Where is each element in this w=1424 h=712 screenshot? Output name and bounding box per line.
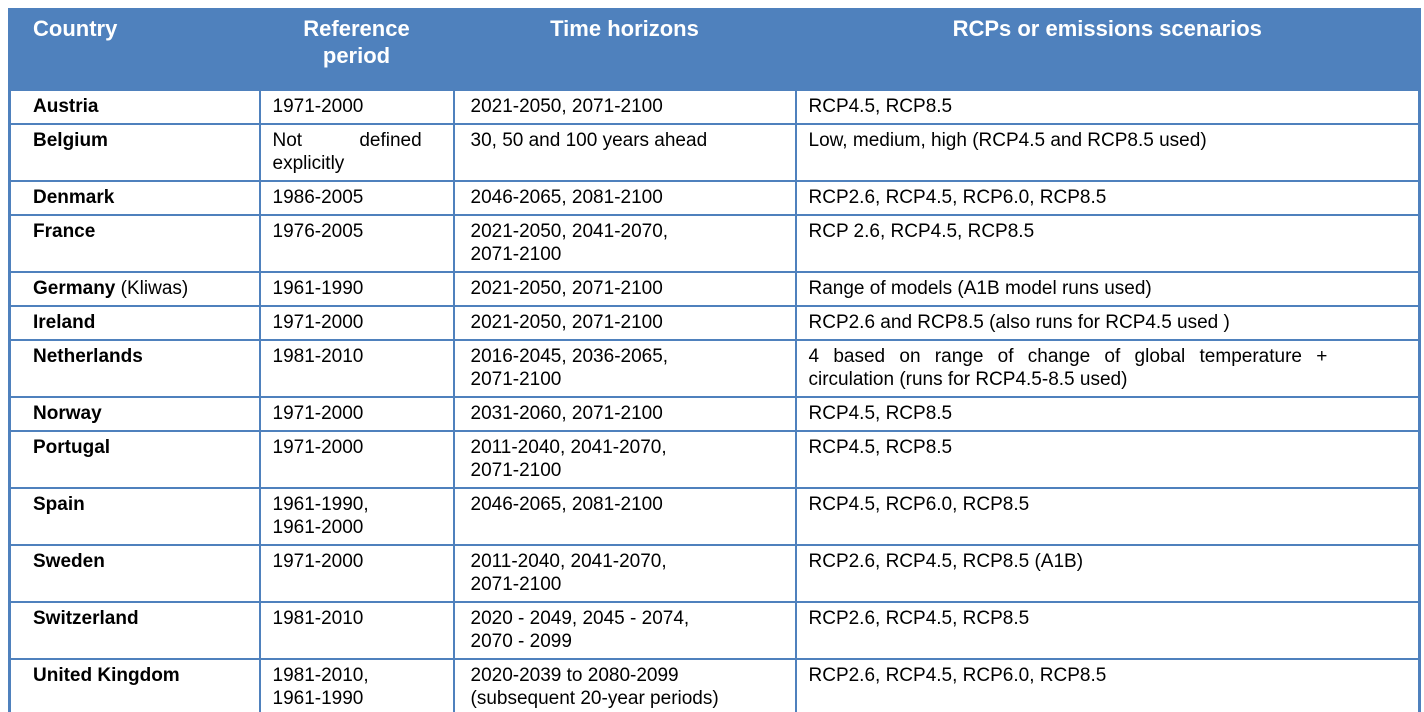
column-header-reference-period: Reference period (258, 8, 455, 91)
rcps-cell: RCP2.6, RCP4.5, RCP6.0, RCP8.5 (794, 180, 1421, 216)
rcps-cell: RCP2.6 and RCP8.5 (also runs for RCP4.5 … (794, 305, 1421, 341)
rcps-cell: RCP 2.6, RCP4.5, RCP8.5 (794, 214, 1421, 273)
country-name: Spain (33, 494, 85, 515)
reference-period-cell: 1971-2000 (258, 305, 455, 341)
header-row: Country Reference period Time horizons R… (8, 8, 1421, 91)
rcps-cell: RCP2.6, RCP4.5, RCP8.5 (A1B) (794, 544, 1421, 603)
rcps-cell: Low, medium, high (RCP4.5 and RCP8.5 use… (794, 123, 1421, 182)
time-horizons-cell: 2021-2050, 2041-2070, 2071-2100 (452, 214, 797, 273)
table-row: Portugal 1971-2000 2011-2040, 2041-2070, 2… (8, 430, 1421, 489)
country-name: Norway (33, 403, 102, 424)
column-header-country: Country (8, 8, 261, 91)
country-name: Sweden (33, 551, 105, 572)
country-name: United Kingdom (33, 665, 180, 686)
reference-period-cell: 1981-2010 (258, 601, 455, 660)
reference-period-cell: 1976-2005 (258, 214, 455, 273)
country-cell: Ireland (8, 305, 261, 341)
country-name: Netherlands (33, 346, 143, 367)
table-row: Austria 1971-2000 2021-2050, 2071-2100 RCP4… (8, 89, 1421, 125)
country-cell: Austria (8, 89, 261, 125)
country-name: Portugal (33, 437, 111, 458)
time-horizons-cell: 2021-2050, 2071-2100 (452, 89, 797, 125)
country-name: Switzerland (33, 608, 139, 629)
table-row: Switzerland 1981-2010 2020 - 2049, 2045 - … (8, 601, 1421, 660)
time-horizons-cell: 30, 50 and 100 years ahead (452, 123, 797, 182)
country-cell: Spain (8, 487, 261, 546)
reference-period-cell: 1961-1990 (258, 271, 455, 307)
rcps-cell: RCP2.6, RCP4.5, RCP6.0, RCP8.5 (794, 658, 1421, 712)
country-name: Ireland (33, 312, 96, 333)
time-horizons-cell: 2011-2040, 2041-2070, 2071-2100 (452, 544, 797, 603)
table-row: Germany (Kliwas) 1961-1990 2021-2050, 2071… (8, 271, 1421, 307)
time-horizons-cell: 2020 - 2049, 2045 - 2074, 2070 - 2099 (452, 601, 797, 660)
table-row: Spain 1961-1990, 1961-2000 2046-2065, 2081… (8, 487, 1421, 546)
reference-period-cell: 1971-2000 (258, 89, 455, 125)
country-suffix: (Kliwas) (115, 278, 189, 299)
table-row: Norway 1971-2000 2031-2060, 2071-2100 RCP4.… (8, 396, 1421, 432)
country-cell: Belgium (8, 123, 261, 182)
time-horizons-cell: 2011-2040, 2041-2070, 2071-2100 (452, 430, 797, 489)
rcps-cell: Range of models (A1B model runs used) (794, 271, 1421, 307)
column-header-rcps: RCPs or emissions scenarios (794, 8, 1421, 91)
climate-scenarios-table: Country Reference period Time horizons R… (8, 8, 1421, 712)
column-header-time-horizons: Time horizons (452, 8, 797, 91)
country-cell: Denmark (8, 180, 261, 216)
country-cell: Netherlands (8, 339, 261, 398)
country-name: France (33, 221, 96, 242)
rcps-cell: RCP2.6, RCP4.5, RCP8.5 (794, 601, 1421, 660)
country-cell: Sweden (8, 544, 261, 603)
reference-period-cell: 1971-2000 (258, 544, 455, 603)
table-row: United Kingdom 1981-2010, 1961-1990 2020-2… (8, 658, 1421, 712)
country-name: Denmark (33, 187, 115, 208)
table-row: Ireland 1971-2000 2021-2050, 2071-2100 RCP2… (8, 305, 1421, 341)
table-row: Denmark 1986-2005 2046-2065, 2081-2100 RCP2… (8, 180, 1421, 216)
country-name: Belgium (33, 130, 108, 151)
table-row: France 1976-2005 2021-2050, 2041-2070, 207… (8, 214, 1421, 273)
time-horizons-cell: 2046-2065, 2081-2100 (452, 487, 797, 546)
reference-period-cell: 1981-2010, 1961-1990 (258, 658, 455, 712)
country-cell: France (8, 214, 261, 273)
time-horizons-cell: 2016-2045, 2036-2065, 2071-2100 (452, 339, 797, 398)
country-cell: Portugal (8, 430, 261, 489)
table-row: Netherlands 1981-2010 2016-2045, 2036-2065… (8, 339, 1421, 398)
rcps-cell: RCP4.5, RCP8.5 (794, 430, 1421, 489)
reference-period-cell: 1986-2005 (258, 180, 455, 216)
reference-period-cell: 1981-2010 (258, 339, 455, 398)
reference-period-cell: 1971-2000 (258, 430, 455, 489)
time-horizons-cell: 2020-2039 to 2080-2099 (subsequent 20-ye… (452, 658, 797, 712)
time-horizons-cell: 2046-2065, 2081-2100 (452, 180, 797, 216)
rcps-cell: RCP4.5, RCP6.0, RCP8.5 (794, 487, 1421, 546)
table-row: Sweden 1971-2000 2011-2040, 2041-2070, 207… (8, 544, 1421, 603)
rcps-cell: 4 based on range of change of global tem… (794, 339, 1421, 398)
table-row: Belgium Not defined explicitly 30, 50 and … (8, 123, 1421, 182)
reference-period-cell: Not defined explicitly (258, 123, 455, 182)
reference-period-cell: 1961-1990, 1961-2000 (258, 487, 455, 546)
country-cell: Germany (Kliwas) (8, 271, 261, 307)
country-cell: United Kingdom (8, 658, 261, 712)
time-horizons-cell: 2021-2050, 2071-2100 (452, 305, 797, 341)
reference-period-cell: 1971-2000 (258, 396, 455, 432)
rcps-cell: RCP4.5, RCP8.5 (794, 396, 1421, 432)
time-horizons-cell: 2031-2060, 2071-2100 (452, 396, 797, 432)
country-cell: Switzerland (8, 601, 261, 660)
country-name: Germany (33, 278, 116, 299)
country-cell: Norway (8, 396, 261, 432)
time-horizons-cell: 2021-2050, 2071-2100 (452, 271, 797, 307)
rcps-cell: RCP4.5, RCP8.5 (794, 89, 1421, 125)
country-name: Austria (33, 96, 99, 117)
